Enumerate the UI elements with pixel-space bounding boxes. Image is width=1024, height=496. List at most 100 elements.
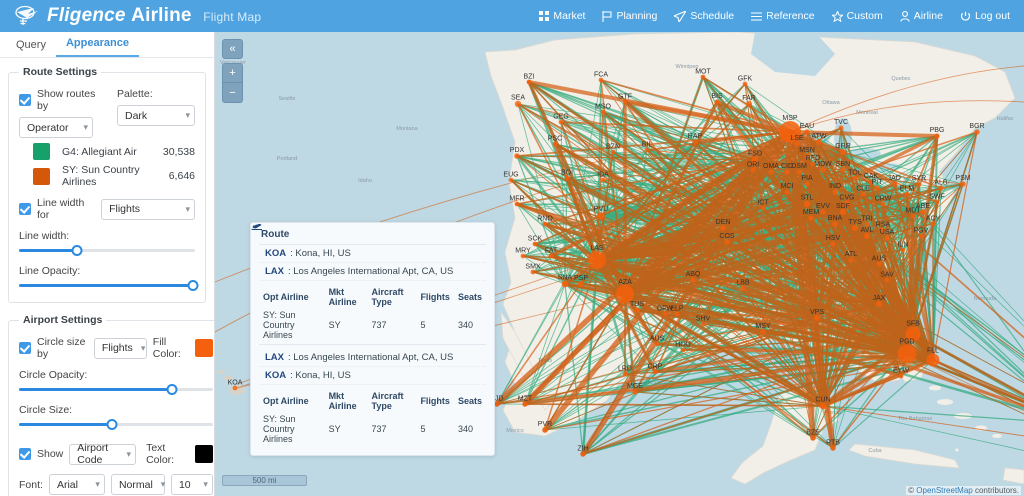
airport-marker-psp[interactable] [578, 281, 584, 287]
airport-marker-avl[interactable] [864, 233, 870, 239]
airport-marker-cle[interactable] [860, 191, 866, 197]
airport-marker-mso[interactable] [600, 109, 606, 115]
line-opacity-slider[interactable] [19, 280, 199, 291]
airport-marker-mem[interactable] [808, 215, 814, 221]
airport-marker-acy[interactable] [930, 221, 936, 227]
airport-marker-rsa[interactable] [880, 227, 886, 233]
nav-custom[interactable]: Custom [831, 10, 883, 22]
airport-marker-mdw[interactable] [820, 167, 826, 173]
airport-marker-msp[interactable] [779, 121, 801, 143]
airport-marker-msn[interactable] [804, 153, 810, 159]
airport-marker-hsv[interactable] [830, 241, 836, 247]
airport-marker-aus[interactable] [654, 341, 660, 347]
airport-marker-tvc[interactable] [838, 125, 844, 131]
circle-size-by-checkbox[interactable] [19, 342, 31, 354]
palette-select[interactable]: Dark ▾ [117, 105, 195, 126]
airport-marker-evv[interactable] [820, 209, 826, 215]
airport-marker-eug[interactable] [508, 177, 514, 183]
airport-marker-crw[interactable] [880, 201, 886, 207]
airport-marker-las[interactable] [588, 251, 606, 269]
airport-marker-tys[interactable] [852, 225, 858, 231]
airport-marker-geg[interactable] [558, 119, 564, 125]
slider-knob[interactable] [187, 280, 199, 291]
airport-marker-sck[interactable] [532, 241, 538, 247]
line-width-for-checkbox[interactable] [19, 203, 31, 215]
font-weight-select[interactable]: Normal ▾ [110, 474, 165, 495]
airport-marker-crp[interactable] [652, 369, 658, 375]
airport-marker-vps[interactable] [814, 315, 820, 321]
airport-marker-mot[interactable] [700, 74, 706, 80]
airport-marker-zih[interactable] [580, 451, 586, 457]
airport-marker-gtf[interactable] [622, 99, 628, 105]
airport-marker-hou[interactable] [680, 347, 686, 353]
airport-marker-syr[interactable] [916, 181, 922, 187]
line-width-for-select[interactable]: Flights ▾ [101, 198, 195, 220]
airport-marker-sdf[interactable] [840, 209, 846, 215]
airport-marker-aus2[interactable] [876, 261, 882, 267]
airport-marker-bgr[interactable] [974, 129, 980, 135]
airport-marker-koa[interactable] [232, 385, 238, 391]
airport-marker-rfd[interactable] [810, 161, 816, 167]
airport-marker-stl[interactable] [803, 200, 811, 208]
fill-color-swatch[interactable] [194, 339, 213, 357]
airport-marker-fll[interactable] [926, 353, 940, 367]
circle-opacity-slider[interactable] [19, 384, 213, 395]
airport-marker-rtb[interactable] [830, 445, 836, 451]
nav-reference[interactable]: Reference [751, 10, 815, 22]
airport-marker-fca[interactable] [598, 77, 604, 83]
airport-marker-lse[interactable] [794, 141, 800, 147]
circle-size-by-select[interactable]: Flights ▾ [93, 337, 147, 359]
airport-marker-tol[interactable] [852, 175, 858, 181]
brand[interactable]: Fligence Airline Flight Map [14, 5, 261, 27]
tab-appearance[interactable]: Appearance [55, 37, 139, 57]
airport-marker-cak[interactable] [868, 179, 874, 185]
airport-marker-eyw[interactable] [898, 373, 904, 379]
font-family-select[interactable]: Arial ▾ [48, 474, 105, 495]
airport-marker-msy[interactable] [760, 329, 766, 335]
airport-marker-fsd[interactable] [751, 156, 759, 164]
airport-marker-ori[interactable] [750, 167, 756, 173]
airport-marker-eau[interactable] [804, 129, 810, 135]
airport-marker-sfb[interactable] [905, 326, 921, 342]
show-routes-by-select[interactable]: Operator ▾ [19, 117, 93, 138]
airport-marker-pgd[interactable] [897, 344, 917, 364]
airport-marker-ind[interactable] [832, 189, 838, 195]
flight-map-canvas[interactable]: VancouverSeattlePortlandWinnipegMontanaI… [215, 32, 1024, 496]
airport-marker-mdt[interactable] [910, 213, 916, 219]
airport-marker-swf[interactable] [934, 199, 940, 205]
airport-marker-gfk[interactable] [742, 81, 748, 87]
airport-marker-dsm[interactable] [796, 169, 802, 175]
nav-logout[interactable]: Log out [960, 10, 1010, 22]
show-airport-label-checkbox[interactable] [19, 448, 31, 460]
airport-marker-ict[interactable] [760, 205, 766, 211]
text-color-swatch[interactable] [194, 445, 213, 463]
legend-swatch-g4[interactable] [33, 143, 50, 160]
airport-marker-pvr[interactable] [542, 427, 548, 433]
airport-marker-cos[interactable] [724, 239, 730, 245]
airport-marker-mci[interactable] [784, 189, 790, 195]
airport-marker-grr[interactable] [840, 149, 846, 155]
airport-marker-tri[interactable] [864, 221, 870, 227]
airport-marker-bna[interactable] [832, 221, 838, 227]
airport-marker-mzt[interactable] [522, 401, 528, 407]
slider-knob[interactable] [166, 384, 178, 395]
airport-marker-pvu[interactable] [597, 212, 605, 220]
airport-marker-pgv[interactable] [918, 233, 924, 239]
airport-marker-sbn[interactable] [840, 167, 846, 173]
airport-marker-rap[interactable] [692, 139, 698, 145]
airport-marker-elp[interactable] [674, 311, 680, 317]
zoom-out-button[interactable]: − [222, 83, 243, 103]
airport-marker-atw[interactable] [816, 139, 822, 145]
airport-marker-sea[interactable] [514, 100, 522, 108]
airport-marker-iln[interactable] [900, 247, 906, 253]
airport-marker-lrd[interactable] [622, 371, 628, 377]
airport-marker-bil[interactable] [644, 147, 650, 153]
airport-marker-alb[interactable] [938, 185, 944, 191]
airport-marker-jax[interactable] [876, 301, 882, 307]
airport-marker-pit[interactable] [874, 185, 880, 191]
zoom-in-button[interactable]: + [222, 63, 243, 83]
nav-schedule[interactable]: Schedule [674, 10, 734, 22]
slider-knob[interactable] [106, 419, 118, 430]
airport-marker-sjd[interactable] [494, 401, 500, 407]
airport-marker-pdx[interactable] [514, 153, 520, 159]
